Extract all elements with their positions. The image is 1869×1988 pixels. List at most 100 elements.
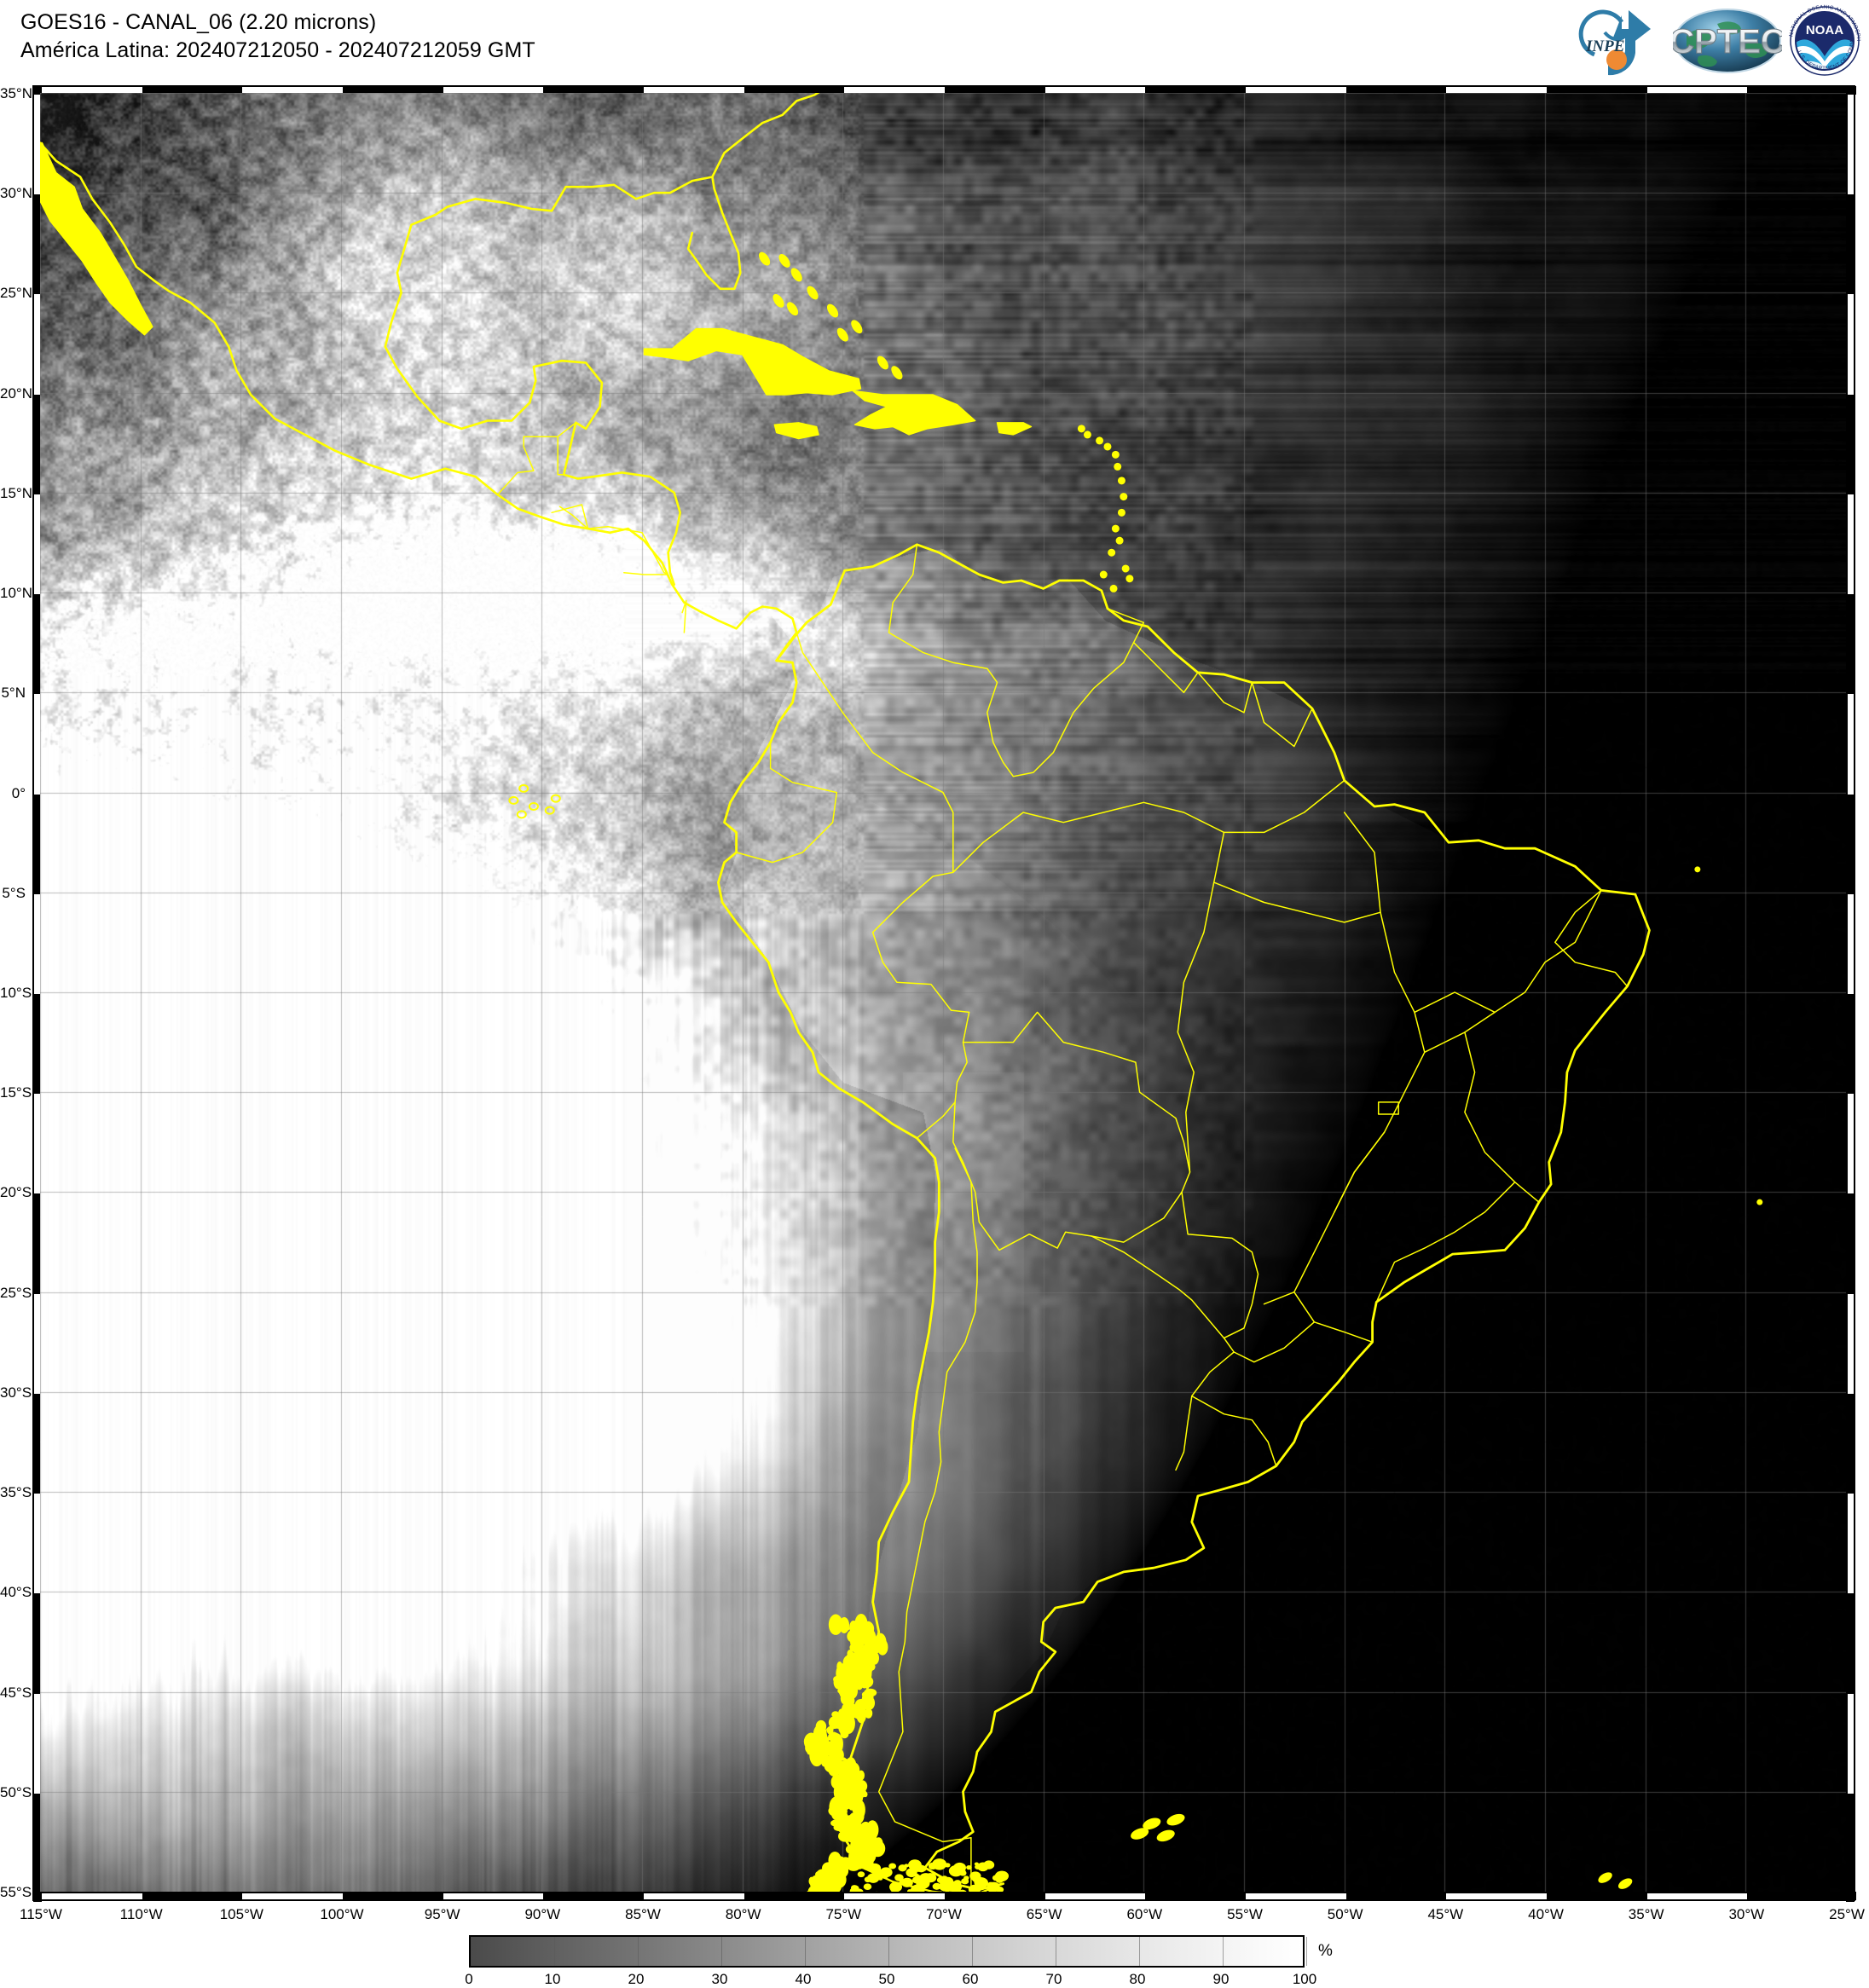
latitude-tick-label: 25°S bbox=[0, 1285, 26, 1302]
latitude-tick-label: 30°S bbox=[0, 1384, 26, 1401]
latitude-tick-label: 50°S bbox=[0, 1784, 26, 1801]
title-line-satellite-channel: GOES16 - CANAL_06 (2.20 microns) bbox=[20, 9, 535, 37]
island-marker bbox=[1112, 525, 1120, 533]
coastline-path bbox=[1198, 673, 1253, 713]
island-marker bbox=[975, 1877, 988, 1888]
noaa-logo-text: NOAA bbox=[1806, 23, 1843, 38]
coastline-path bbox=[1091, 1192, 1258, 1338]
colorbar-gradient bbox=[469, 1935, 1305, 1968]
coastline-path bbox=[718, 661, 939, 1868]
latitude-tick-label: 30°N bbox=[0, 185, 26, 202]
coastline-path bbox=[712, 93, 1003, 177]
coastline-path bbox=[879, 1148, 977, 1841]
island-marker bbox=[842, 1626, 849, 1631]
island-marker bbox=[529, 803, 538, 810]
island-marker bbox=[1596, 1870, 1614, 1886]
island-marker bbox=[1122, 564, 1130, 572]
island-marker bbox=[996, 1877, 1004, 1883]
latitude-tick-label: 40°S bbox=[0, 1584, 26, 1601]
island-marker bbox=[771, 292, 787, 309]
frame-segment bbox=[242, 1893, 343, 1899]
island-marker bbox=[865, 1876, 871, 1882]
island-marker bbox=[1112, 451, 1120, 459]
coastline-path bbox=[682, 601, 686, 633]
coastline-path bbox=[853, 390, 975, 435]
island-marker bbox=[777, 252, 793, 269]
island-marker bbox=[509, 797, 518, 804]
island-marker bbox=[875, 354, 891, 371]
coastline-path bbox=[40, 143, 153, 335]
island-marker bbox=[1694, 866, 1700, 872]
coastline-path bbox=[1234, 1322, 1314, 1362]
island-marker bbox=[858, 1871, 865, 1877]
logo-strip: INPE bbox=[1569, 2, 1864, 80]
colorbar-tick-label: 50 bbox=[879, 1971, 895, 1988]
latitude-tick-label: 20°N bbox=[0, 385, 26, 402]
frame-segment bbox=[1847, 95, 1854, 194]
frame-segment bbox=[1847, 894, 1854, 994]
coastline-path bbox=[1376, 1182, 1514, 1303]
island-marker bbox=[865, 1834, 870, 1839]
colorbar-tick-label: 90 bbox=[1213, 1971, 1230, 1988]
coastline-path bbox=[1294, 1292, 1373, 1343]
coastline-path bbox=[1379, 1102, 1399, 1114]
inpe-logo: INPE bbox=[1569, 3, 1669, 78]
frame-segment bbox=[1446, 1893, 1547, 1899]
frame-segment bbox=[1647, 1893, 1748, 1899]
island-marker bbox=[835, 326, 851, 343]
map-vector-overlay bbox=[40, 93, 1846, 1892]
coastline-path bbox=[873, 872, 969, 1138]
coastline-path bbox=[498, 423, 576, 494]
coastline-path bbox=[558, 436, 564, 475]
island-marker bbox=[546, 807, 554, 814]
island-marker bbox=[1118, 477, 1125, 484]
latitude-tick-label: 15°S bbox=[0, 1084, 26, 1101]
latitude-tick-label: 55°S bbox=[0, 1884, 26, 1901]
cptec-logo: CPTEC bbox=[1673, 7, 1782, 75]
colorbar-tick bbox=[1223, 1937, 1224, 1966]
coastline-path bbox=[1334, 1132, 1385, 1212]
colorbar-tick bbox=[721, 1937, 722, 1966]
coastline-path bbox=[1252, 683, 1312, 747]
colorbar-tick-label: 0 bbox=[465, 1971, 472, 1988]
frame-segment bbox=[1847, 1094, 1854, 1193]
colorbar-tick-label: 10 bbox=[545, 1971, 561, 1988]
map-image-area[interactable] bbox=[40, 93, 1848, 1893]
coastline-path bbox=[588, 527, 668, 575]
island-marker bbox=[945, 1863, 951, 1867]
island-marker bbox=[880, 1867, 893, 1877]
title-block: GOES16 - CANAL_06 (2.20 microns) América… bbox=[20, 9, 535, 64]
latitude-tick-label: 10°N bbox=[0, 585, 26, 602]
latitude-tick-label: 20°S bbox=[0, 1184, 26, 1201]
coastline-path bbox=[1465, 1032, 1539, 1202]
inpe-logo-text: INPE bbox=[1585, 38, 1624, 55]
latitude-tick-label: 45°S bbox=[0, 1685, 26, 1702]
island-marker bbox=[1125, 575, 1133, 582]
island-marker bbox=[839, 1617, 849, 1633]
latitude-tick-label: 15°N bbox=[0, 485, 26, 502]
coastline-path bbox=[953, 1012, 1190, 1250]
island-marker bbox=[1617, 1876, 1635, 1892]
noaa-logo: NATIONAL OCEANIC AND ATMOSPHERIC ADMINIS… bbox=[1785, 3, 1864, 78]
frame-segment bbox=[844, 1893, 945, 1899]
coastline-path bbox=[796, 633, 953, 872]
frame-segment bbox=[443, 1893, 544, 1899]
island-marker bbox=[825, 302, 841, 319]
satellite-map[interactable] bbox=[32, 85, 1855, 1901]
coastline-path bbox=[889, 545, 1144, 777]
coastline-path bbox=[624, 573, 668, 575]
island-marker bbox=[975, 1864, 981, 1870]
island-marker bbox=[1116, 537, 1124, 545]
colorbar-tick-label: 60 bbox=[963, 1971, 979, 1988]
island-marker bbox=[889, 364, 906, 381]
coastline-path bbox=[998, 423, 1032, 435]
coastline-path bbox=[1264, 812, 1425, 1304]
coastline-path bbox=[1214, 882, 1380, 922]
frame-segment bbox=[1847, 694, 1854, 794]
island-marker bbox=[1100, 571, 1108, 579]
island-marker bbox=[914, 1875, 924, 1883]
island-marker bbox=[963, 1875, 969, 1880]
colorbar-tick bbox=[805, 1937, 806, 1966]
island-marker bbox=[863, 1791, 867, 1797]
